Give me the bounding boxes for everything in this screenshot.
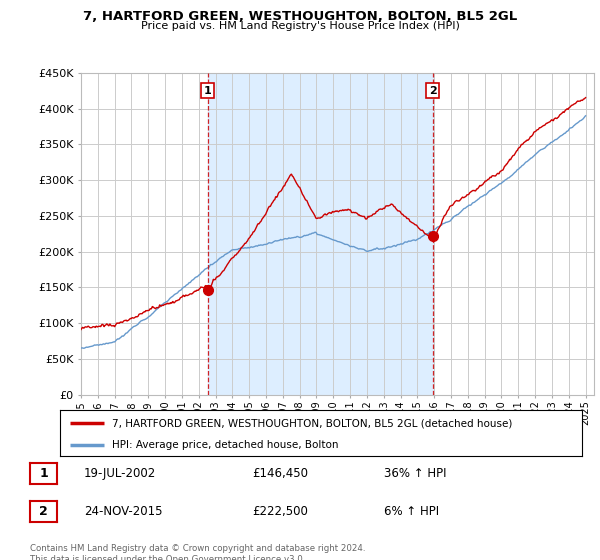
- Text: £222,500: £222,500: [252, 505, 308, 518]
- Text: Price paid vs. HM Land Registry's House Price Index (HPI): Price paid vs. HM Land Registry's House …: [140, 21, 460, 31]
- Text: 2: 2: [428, 86, 436, 96]
- Text: 36% ↑ HPI: 36% ↑ HPI: [384, 467, 446, 480]
- Text: Contains HM Land Registry data © Crown copyright and database right 2024.
This d: Contains HM Land Registry data © Crown c…: [30, 544, 365, 560]
- Text: 24-NOV-2015: 24-NOV-2015: [84, 505, 163, 518]
- Text: 19-JUL-2002: 19-JUL-2002: [84, 467, 156, 480]
- Text: 7, HARTFORD GREEN, WESTHOUGHTON, BOLTON, BL5 2GL: 7, HARTFORD GREEN, WESTHOUGHTON, BOLTON,…: [83, 10, 517, 23]
- Text: 7, HARTFORD GREEN, WESTHOUGHTON, BOLTON, BL5 2GL (detached house): 7, HARTFORD GREEN, WESTHOUGHTON, BOLTON,…: [112, 418, 512, 428]
- Text: £146,450: £146,450: [252, 467, 308, 480]
- Text: 1: 1: [204, 86, 212, 96]
- Text: HPI: Average price, detached house, Bolton: HPI: Average price, detached house, Bolt…: [112, 440, 338, 450]
- Text: 1: 1: [39, 467, 48, 480]
- Text: 6% ↑ HPI: 6% ↑ HPI: [384, 505, 439, 518]
- Bar: [208, 73, 433, 395]
- Text: 2: 2: [39, 505, 48, 518]
